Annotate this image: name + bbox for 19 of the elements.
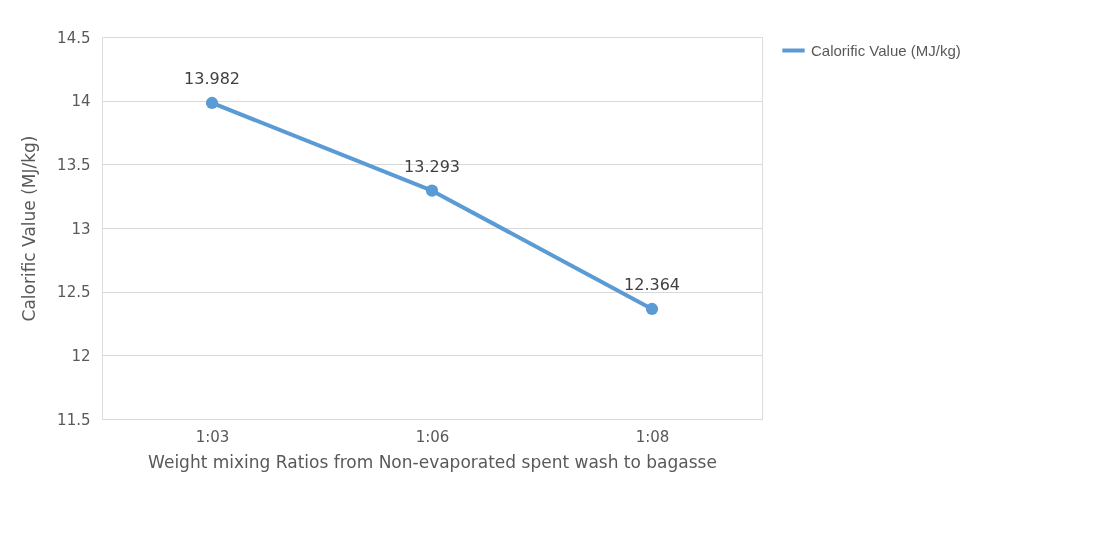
data-label: 13.293 — [404, 156, 460, 176]
y-axis-title: Calorific Value (MJ/kg) — [19, 135, 40, 322]
legend-label: Calorific Value (MJ/kg) — [811, 41, 961, 59]
data-label: 13.982 — [184, 68, 240, 88]
x-axis-title: Weight mixing Ratios from Non-evaporated spent wash to bagasse — [148, 451, 717, 472]
point — [425, 184, 439, 197]
y-tick-label: 12.5 — [57, 283, 91, 302]
y-tick-label: 14.5 — [57, 28, 91, 47]
data-label: 12.364 — [624, 274, 680, 294]
point — [205, 96, 219, 110]
point — [645, 302, 659, 316]
x-tick-label: 1:06 — [415, 427, 450, 446]
y-tick-label: 12 — [71, 346, 91, 365]
y-tick-label: 13 — [71, 219, 91, 238]
y-tick-label: 11.5 — [57, 410, 91, 429]
x-tick-label: 1:08 — [635, 427, 670, 446]
y-tick-label: 14 — [71, 92, 91, 111]
y-tick-label: 13.5 — [57, 155, 91, 174]
x-tick-label: 1:03 — [195, 427, 230, 446]
